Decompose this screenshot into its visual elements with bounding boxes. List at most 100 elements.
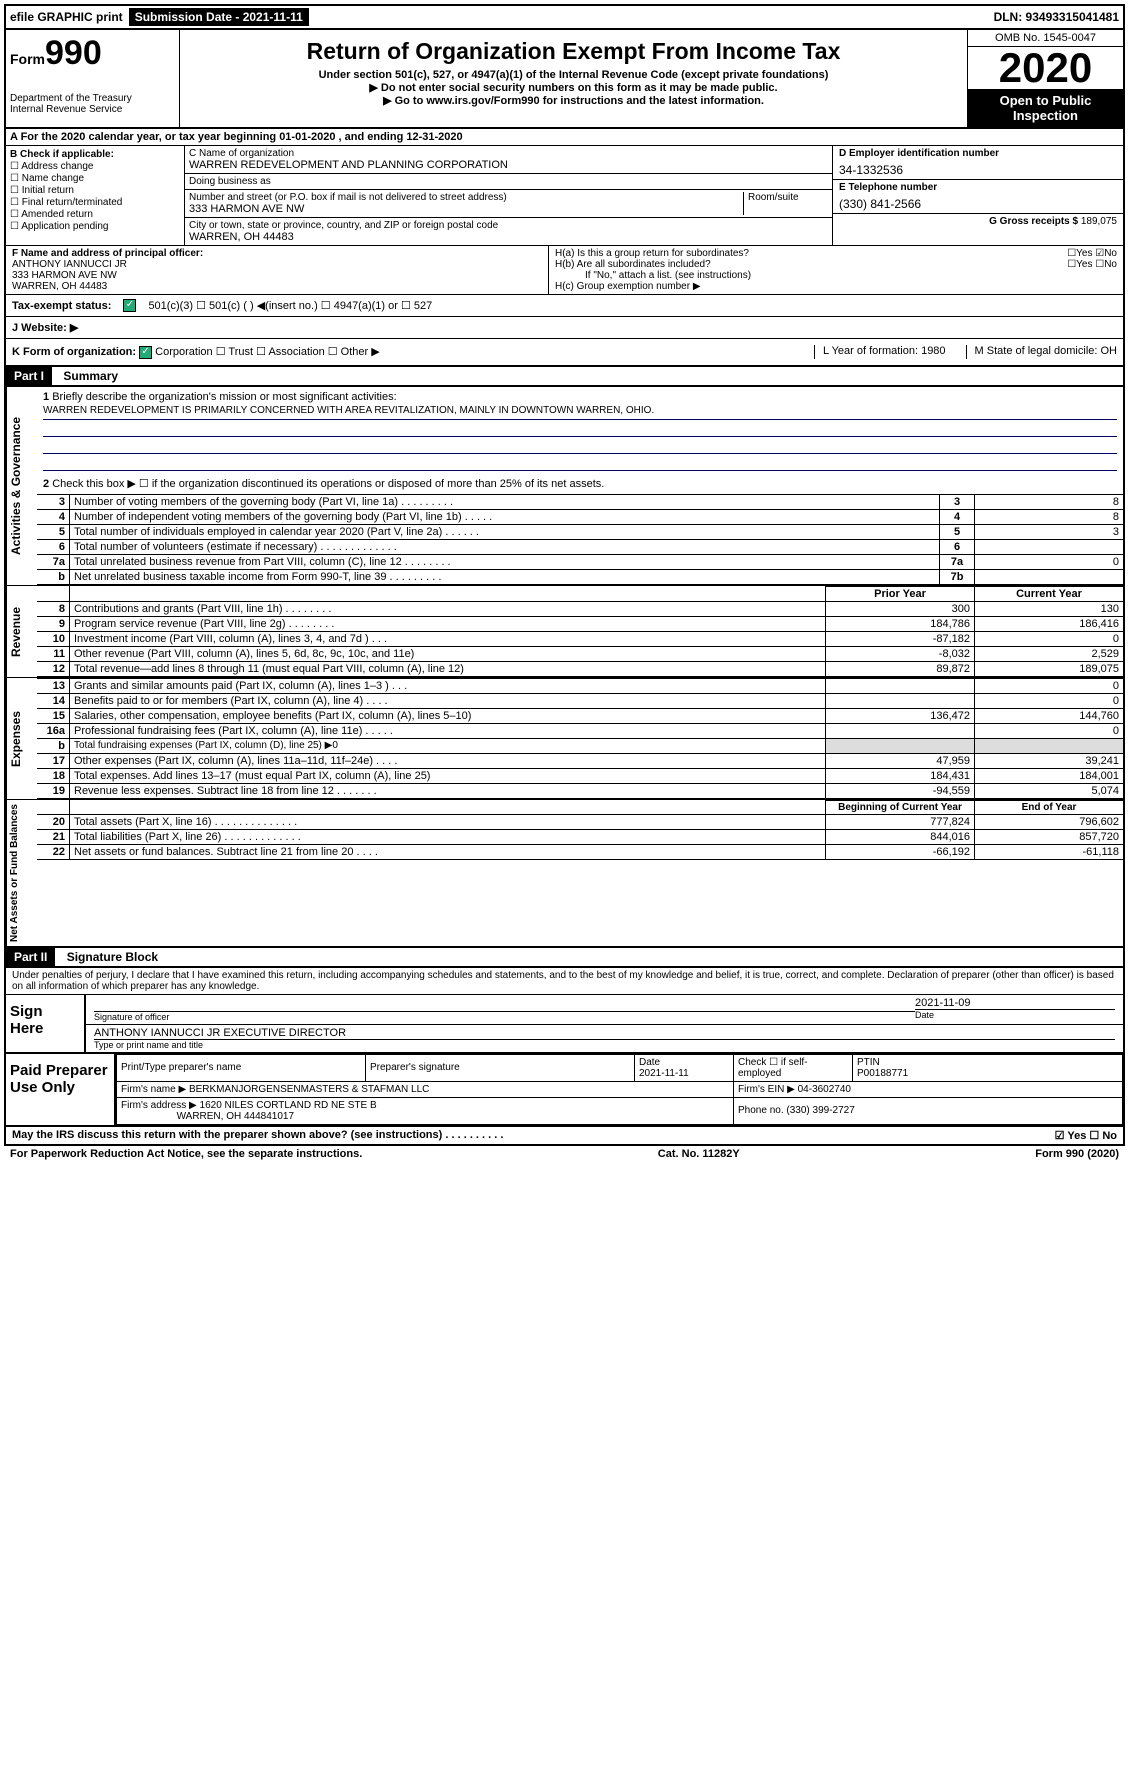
footer: For Paperwork Reduction Act Notice, see … [4,1146,1125,1162]
d-label: D Employer identification number [839,148,1117,159]
discuss-yn[interactable]: ☑ Yes ☐ No [1055,1129,1117,1142]
form-number: 990 [45,34,102,72]
sidebar-netassets: Net Assets or Fund Balances [6,800,37,946]
section-h: H(a) Is this a group return for subordin… [549,246,1123,294]
mission-blank1 [43,422,1117,437]
sidebar-governance: Activities & Governance [6,387,37,585]
self-emp[interactable]: Check ☐ if self-employed [738,1057,808,1079]
firm-ein-label: Firm's EIN ▶ [738,1084,795,1095]
part2-label: Part II [6,948,55,966]
hb-yn[interactable]: ☐Yes ☐No [1067,259,1117,270]
city: WARREN, OH 44483 [189,231,828,243]
open-public: Open to Public Inspection [968,89,1123,127]
part2-title: Signature Block [59,950,158,964]
sig-officer-label: Signature of officer [94,1011,915,1022]
officer-addr: 333 HARMON AVE NW [12,270,542,281]
f-label: F Name and address of principal officer: [12,248,542,259]
hb-label: H(b) Are all subordinates included? [555,259,711,270]
officer-print-name: ANTHONY IANNUCCI JR EXECUTIVE DIRECTOR [94,1027,1115,1040]
tax-year: 2020 [968,47,1123,89]
firm-addr-label: Firm's address ▶ [121,1100,197,1111]
l-year: L Year of formation: 1980 [814,345,946,359]
footer-discuss: May the IRS discuss this return with the… [4,1127,1125,1146]
l2-desc: Check this box ▶ ☐ if the organization d… [52,478,604,490]
part2-header: Part II Signature Block [4,948,1125,968]
room-label: Room/suite [748,192,828,203]
firm-addr: 1620 NILES CORTLAND RD NE STE B [200,1100,377,1111]
phone-label: Phone no. [738,1105,784,1116]
l1-desc: Briefly describe the organization's miss… [52,391,396,403]
phone: (330) 841-2566 [839,197,1117,211]
i-opts: 501(c)(3) ☐ 501(c) ( ) ◀(insert no.) ☐ 4… [148,299,432,312]
dba-label: Doing business as [189,176,828,187]
chk-501c3[interactable]: ✓ [123,299,136,312]
chk-name[interactable]: ☐ Name change [10,173,180,184]
ptin: P00188771 [857,1068,908,1079]
g-label: G Gross receipts $ [989,216,1078,227]
e-label: E Telephone number [839,182,1117,193]
firm-city: WARREN, OH 444841017 [177,1111,294,1122]
chk-corp[interactable]: ✓ [139,346,152,359]
k-label: K Form of organization: [12,346,136,358]
firm-name-label: Firm's name ▶ [121,1084,186,1095]
officer-city: WARREN, OH 44483 [12,281,542,292]
firm-ein: 04-3602740 [798,1084,851,1095]
perjury: Under penalties of perjury, I declare th… [4,968,1125,994]
section-c: C Name of organization WARREN REDEVELOPM… [185,146,832,245]
form-label: Form [10,51,45,67]
m-state: M State of legal domicile: OH [966,345,1117,359]
chk-initial[interactable]: ☐ Initial return [10,185,180,196]
sidebar-expenses: Expenses [6,678,37,799]
c-name-label: C Name of organization [189,148,828,159]
prep-phone: (330) 399-2727 [786,1105,854,1116]
officer-name: ANTHONY IANNUCCI JR [12,259,542,270]
ha-label: H(a) Is this a group return for subordin… [555,248,749,259]
mission-blank2 [43,439,1117,454]
mission: WARREN REDEVELOPMENT IS PRIMARILY CONCER… [43,405,1117,420]
section-deg: D Employer identification number 34-1332… [832,146,1123,245]
form-ref: Form 990 (2020) [1035,1148,1119,1160]
ptin-label: PTIN [857,1057,880,1068]
top-bar: efile GRAPHIC print Submission Date - 20… [4,4,1125,30]
section-i: Tax-exempt status: ✓ 501(c)(3) ☐ 501(c) … [4,295,1125,317]
chk-amended[interactable]: ☐ Amended return [10,209,180,220]
chk-pending[interactable]: ☐ Application pending [10,221,180,232]
section-k: K Form of organization: ✓ Corporation ☐ … [4,339,1125,367]
paid-preparer: Paid Preparer Use Only [6,1054,114,1125]
part1-title: Summary [55,369,118,383]
chk-address[interactable]: ☐ Address change [10,161,180,172]
section-b: B Check if applicable: ☐ Address change … [6,146,185,245]
j-label: J Website: ▶ [12,321,78,334]
subtitle-1: Under section 501(c), 527, or 4947(a)(1)… [184,69,963,81]
addr-label: Number and street (or P.O. box if mail i… [189,192,743,203]
netassets-table: Beginning of Current YearEnd of Year20To… [37,800,1123,860]
chk-final[interactable]: ☐ Final return/terminated [10,197,180,208]
sig-date: 2021-11-09 [915,997,1115,1009]
ein: 34-1332536 [839,163,1117,177]
dln: DLN: 93493315041481 [994,10,1119,24]
org-name: WARREN REDEVELOPMENT AND PLANNING CORPOR… [189,159,828,171]
goto-link[interactable]: ▶ Go to www.irs.gov/Form990 for instruct… [184,94,963,107]
ha-yn[interactable]: ☐Yes ☑No [1067,248,1117,259]
subtitle-2: ▶ Do not enter social security numbers o… [184,81,963,94]
hb-note: If "No," attach a list. (see instruction… [555,270,1117,281]
efile-link[interactable]: efile GRAPHIC print [10,10,123,24]
submission-date: Submission Date - 2021-11-11 [129,8,309,26]
gross-receipts: 189,075 [1081,216,1117,227]
section-a: A For the 2020 calendar year, or tax yea… [4,129,1125,146]
section-f: F Name and address of principal officer:… [6,246,549,294]
hc-label: H(c) Group exemption number ▶ [555,281,1117,292]
revenue-table: Prior YearCurrent Year8Contributions and… [37,586,1123,677]
part1-label: Part I [6,367,52,385]
prep-sig-label: Preparer's signature [370,1062,460,1073]
firm-name: BERKMANJORGENSENMASTERS & STAFMAN LLC [189,1084,429,1095]
prep-date: 2021-11-11 [639,1068,689,1079]
mission-blank3 [43,456,1117,471]
part1-header: Part I Summary [4,367,1125,387]
k-opts: Corporation ☐ Trust ☐ Association ☐ Othe… [155,346,380,358]
cat-no: Cat. No. 11282Y [658,1148,740,1160]
form-title: Return of Organization Exempt From Incom… [184,38,963,65]
paperwork: For Paperwork Reduction Act Notice, see … [10,1148,362,1160]
b-label: B Check if applicable: [10,149,180,160]
form-header: Form990 Department of the Treasury Inter… [4,30,1125,129]
